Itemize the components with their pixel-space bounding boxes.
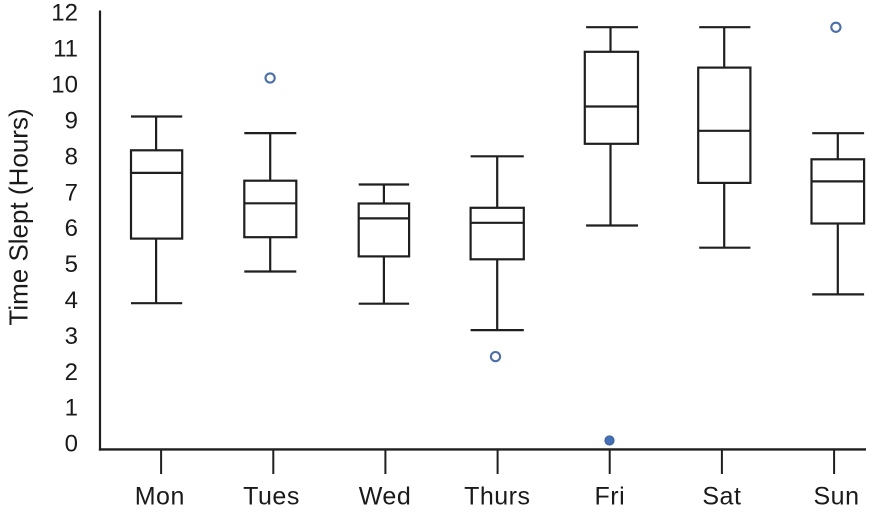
svg-text:10: 10 [51,72,78,99]
svg-text:6: 6 [65,215,78,242]
svg-text:11: 11 [53,36,78,63]
svg-text:Sat: Sat [702,483,741,511]
svg-text:5: 5 [65,251,78,278]
svg-text:Wed: Wed [359,483,411,511]
svg-text:Fri: Fri [594,483,625,511]
svg-text:4: 4 [65,287,78,314]
svg-text:Thurs: Thurs [464,483,530,511]
svg-text:Time Slept (Hours): Time Slept (Hours) [4,108,34,325]
svg-text:Tues: Tues [243,483,300,511]
svg-text:8: 8 [65,143,78,170]
svg-text:Mon: Mon [135,483,185,511]
svg-text:3: 3 [65,323,78,350]
svg-text:12: 12 [51,0,78,27]
svg-text:2: 2 [65,359,78,386]
svg-text:9: 9 [65,108,78,135]
svg-text:7: 7 [65,179,78,206]
svg-text:Sun: Sun [814,483,860,511]
svg-text:1: 1 [65,395,78,422]
svg-text:0: 0 [65,431,78,458]
